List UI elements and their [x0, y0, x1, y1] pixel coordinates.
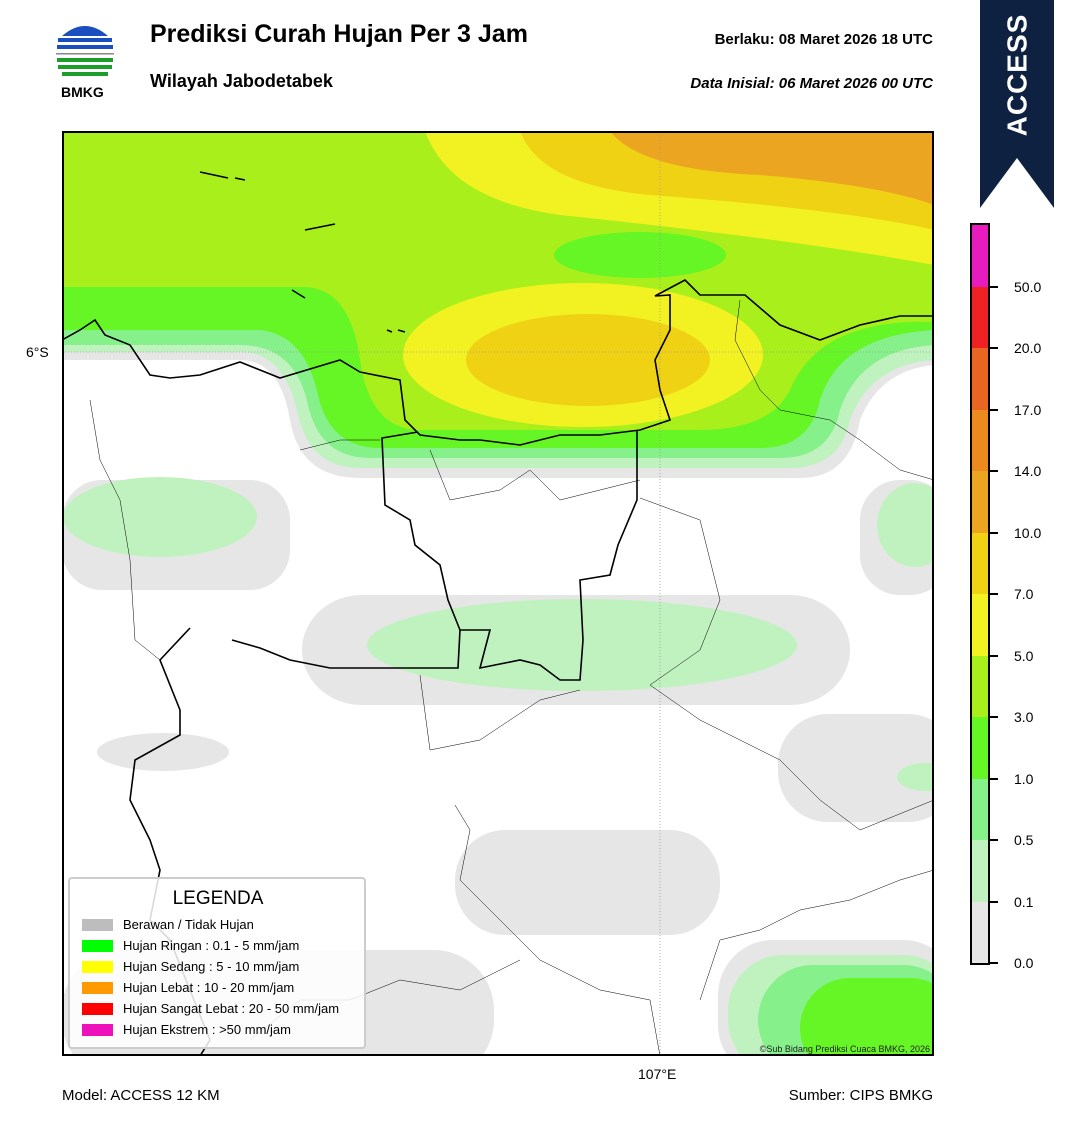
colorbar-tick — [990, 470, 998, 472]
legend-rows: Berawan / Tidak Hujan Hujan Ringan : 0.1 … — [70, 914, 364, 1040]
colorbar-segment — [972, 717, 988, 779]
legend-swatch — [82, 939, 113, 952]
latitude-label: 6°S — [26, 344, 49, 360]
colorbar-tick — [990, 654, 998, 657]
colorbar-tick — [990, 962, 998, 964]
logo-text: BMKG — [61, 84, 104, 100]
bmkg-logo-icon — [56, 23, 114, 83]
colorbar-tick-label: 7.0 — [1014, 586, 1034, 602]
colorbar-tick — [990, 900, 998, 903]
colorbar-segment — [972, 901, 988, 963]
colorbar-segment — [972, 409, 988, 471]
colorbar-tick — [990, 347, 998, 349]
colorbar — [970, 223, 990, 965]
colorbar-tick-label: 50.0 — [1014, 278, 1042, 295]
colorbar-tick-label: 20.0 — [1014, 340, 1042, 356]
legend-label: Hujan Lebat : 10 - 20 mm/jam — [123, 980, 295, 995]
colorbar-tick-label: 1.0 — [1014, 770, 1034, 787]
colorbar-tick-label: 10.0 — [1014, 524, 1042, 541]
initial-time: Data Inisial: 06 Maret 2026 00 UTC — [690, 75, 933, 92]
legend-item: Hujan Ringan : 0.1 - 5 mm/jam — [70, 935, 364, 956]
legend-swatch — [82, 918, 113, 931]
colorbar-tick-label: 17.0 — [1014, 401, 1042, 418]
legend: LEGENDA Berawan / Tidak Hujan Hujan Ringa… — [68, 877, 366, 1049]
legend-label: Hujan Sangat Lebat : 20 - 50 mm/jam — [123, 1001, 340, 1016]
legend-item: Hujan Lebat : 10 - 20 mm/jam — [70, 977, 364, 998]
legend-title: LEGENDA — [172, 888, 264, 909]
model-label: Model: ACCESS 12 KM — [62, 1087, 220, 1104]
region-subtitle: Wilayah Jabodetabek — [150, 71, 333, 91]
colorbar-tick-label: 3.0 — [1014, 709, 1034, 725]
legend-swatch — [82, 1002, 113, 1015]
legend-label: Hujan Ekstrem : >50 mm/jam — [123, 1022, 291, 1037]
legend-label: Hujan Ringan : 0.1 - 5 mm/jam — [123, 938, 300, 953]
legend-label: Berawan / Tidak Hujan — [123, 917, 254, 932]
model-ribbon-icon — [980, 0, 1054, 208]
colorbar-segment — [972, 286, 988, 348]
longitude-label: 107°E — [638, 1066, 677, 1082]
legend-item: Hujan Ekstrem : >50 mm/jam — [70, 1019, 364, 1040]
legend-label: Hujan Sedang : 5 - 10 mm/jam — [123, 959, 300, 974]
colorbar-segment — [972, 594, 988, 656]
legend-swatch — [82, 981, 113, 994]
legend-item: Hujan Sangat Lebat : 20 - 50 mm/jam — [70, 998, 364, 1019]
colorbar-tick — [990, 593, 998, 595]
colorbar-tick-label: 5.0 — [1014, 647, 1034, 664]
colorbar-tick — [990, 408, 998, 411]
colorbar-tick — [990, 716, 998, 718]
colorbar-segment — [972, 225, 988, 287]
model-badge-text: ACCESS — [1001, 13, 1033, 137]
colorbar-segment — [972, 840, 988, 902]
colorbar-tick-label: 0.0 — [1014, 955, 1034, 971]
colorbar-segment — [972, 471, 988, 533]
legend-swatch — [82, 960, 113, 973]
colorbar-tick — [990, 839, 998, 841]
colorbar-segment — [972, 532, 988, 594]
colorbar-tick — [990, 285, 998, 288]
legend-item: Hujan Sedang : 5 - 10 mm/jam — [70, 956, 364, 977]
colorbar-segment — [972, 655, 988, 717]
colorbar-tick-label: 0.1 — [1014, 893, 1034, 910]
model-badge: ACCESS — [980, 0, 1054, 150]
valid-time: Berlaku: 08 Maret 2026 18 UTC — [714, 31, 933, 48]
colorbar-tick-label: 0.5 — [1014, 832, 1034, 848]
colorbar-segment — [972, 778, 988, 840]
legend-item: Berawan / Tidak Hujan — [70, 914, 364, 935]
legend-swatch — [82, 1023, 113, 1036]
colorbar-tick — [990, 777, 998, 780]
colorbar-segment — [972, 348, 988, 410]
page-title: Prediksi Curah Hujan Per 3 Jam — [150, 20, 528, 48]
copyright-text: ©Sub Bidang Prediksi Cuaca BMKG, 2026 — [759, 1044, 930, 1054]
source-label: Sumber: CIPS BMKG — [788, 1087, 933, 1104]
colorbar-tick — [990, 531, 998, 534]
colorbar-tick-label: 14.0 — [1014, 463, 1042, 479]
